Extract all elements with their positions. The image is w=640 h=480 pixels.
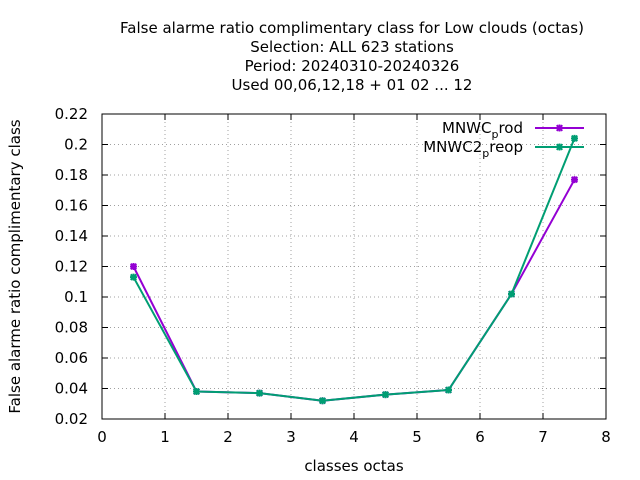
x-axis-label: classes octas bbox=[304, 457, 404, 475]
title-line: False alarme ratio complimentary class f… bbox=[120, 19, 584, 37]
data-point bbox=[129, 262, 138, 271]
series-line bbox=[132, 138, 576, 402]
y-axis-label: False alarme ratio complimentary class bbox=[6, 119, 24, 413]
series-layer bbox=[129, 134, 579, 405]
legend-marker bbox=[555, 143, 564, 151]
data-point bbox=[255, 389, 264, 397]
series-2 bbox=[129, 134, 579, 405]
y-tick-label: 0.22 bbox=[55, 105, 88, 123]
y-tick-label: 0.16 bbox=[55, 197, 88, 215]
y-tick-label: 0.08 bbox=[55, 319, 88, 337]
title-line: Period: 20240310-20240326 bbox=[245, 57, 460, 75]
title-line: Selection: ALL 623 stations bbox=[250, 38, 454, 56]
data-point bbox=[192, 388, 201, 396]
grid bbox=[102, 114, 606, 419]
data-point bbox=[570, 134, 579, 142]
x-tick-label: 6 bbox=[475, 428, 485, 446]
y-tick-label: 0.02 bbox=[55, 410, 88, 428]
x-tick-label: 4 bbox=[349, 428, 359, 446]
title-line: Used 00,06,12,18 + 01 02 ... 12 bbox=[232, 76, 473, 94]
x-tick-label: 2 bbox=[223, 428, 233, 446]
y-tick-label: 0.1 bbox=[64, 288, 88, 306]
axis-ticks: 0 1 2 3 4 5 6 7 8 0.02 0.04 0.06 0.08 0.1 0.12 0.14 0.16… bbox=[55, 105, 611, 446]
y-tick-label: 0.06 bbox=[55, 349, 88, 367]
legend-label: MNWC2preop bbox=[423, 138, 523, 160]
x-tick-label: 1 bbox=[160, 428, 170, 446]
data-point bbox=[444, 386, 453, 394]
data-point bbox=[507, 290, 516, 298]
y-tick-label: 0.04 bbox=[55, 380, 88, 398]
chart-title: False alarme ratio complimentary class f… bbox=[120, 19, 584, 94]
legend-label: MNWCprod bbox=[442, 119, 523, 141]
x-tick-label: 8 bbox=[601, 428, 611, 446]
y-tick-label: 0.14 bbox=[55, 227, 88, 245]
y-tick-label: 0.12 bbox=[55, 258, 88, 276]
data-point bbox=[381, 391, 390, 399]
data-point bbox=[129, 273, 138, 281]
y-tick-label: 0.18 bbox=[55, 166, 88, 184]
x-tick-label: 7 bbox=[538, 428, 548, 446]
x-tick-label: 5 bbox=[412, 428, 422, 446]
legend-marker bbox=[555, 124, 564, 132]
y-tick-label: 0.2 bbox=[64, 136, 88, 154]
x-tick-label: 3 bbox=[286, 428, 296, 446]
data-point bbox=[570, 176, 579, 184]
x-tick-label: 0 bbox=[97, 428, 107, 446]
data-point bbox=[318, 397, 327, 405]
